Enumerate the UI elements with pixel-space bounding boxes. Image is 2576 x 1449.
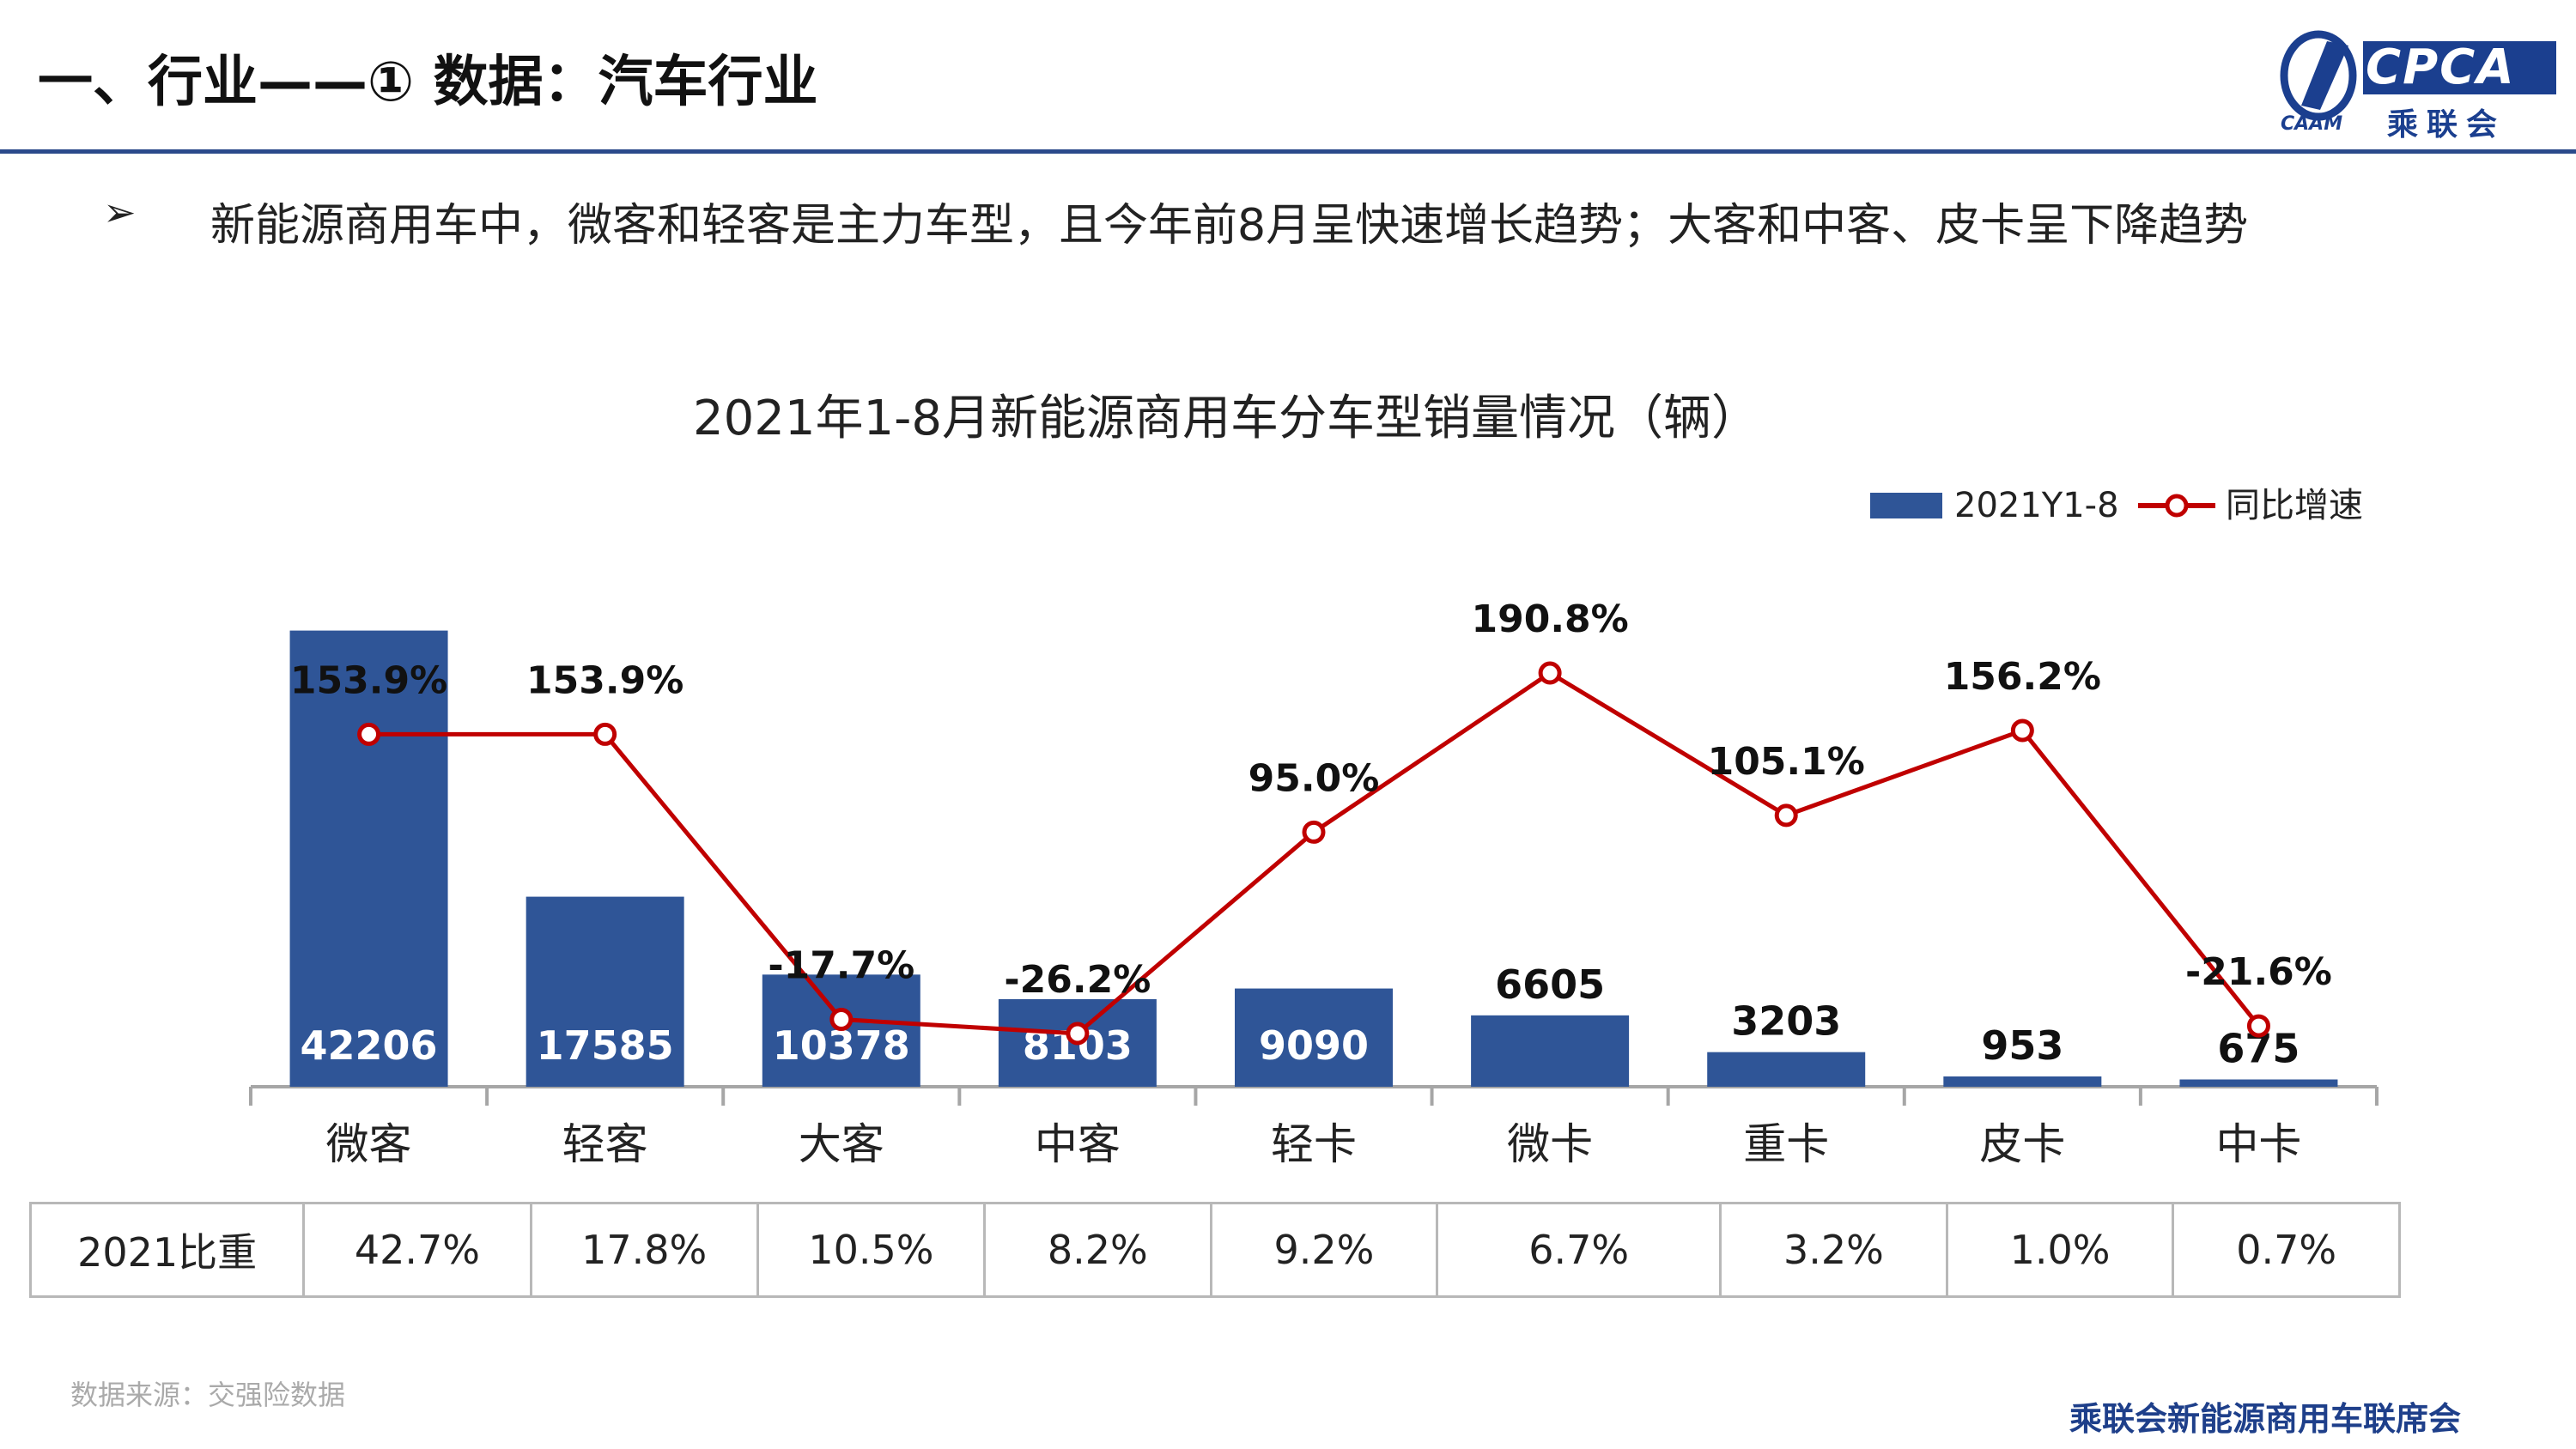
share-cell: 42.7%: [302, 1202, 532, 1298]
share-cell: 1.0%: [1945, 1202, 2175, 1298]
growth-point: [829, 1008, 854, 1032]
bar: [1943, 1076, 2102, 1087]
x-tick-label: 皮卡: [1979, 1119, 2065, 1169]
growth-label: -26.2%: [1004, 958, 1151, 1002]
bar-value-label: 3203: [1731, 998, 1841, 1045]
share-cell: 3.2%: [1719, 1202, 1948, 1298]
sales-chart: 2021年1-8月新能源商用车分车型销量情况（辆） 2021Y1-8 同比增速 422…: [249, 391, 2379, 1169]
logo-subtext: 乘联会: [2387, 107, 2506, 142]
bar: [1707, 1052, 1866, 1087]
bar-value-label: 6605: [1495, 961, 1605, 1008]
logo-small-text: CAAM: [2281, 113, 2343, 135]
slide-title: 一、行业——① 数据：汽车行业: [38, 51, 818, 114]
growth-label: -21.6%: [2185, 950, 2332, 994]
growth-label: -17.7%: [768, 944, 914, 988]
x-tick-label: 重卡: [1743, 1119, 1829, 1169]
growth-label: 190.8%: [1471, 597, 1628, 641]
growth-point: [593, 722, 617, 746]
bar-value-label: 42206: [301, 1022, 438, 1069]
share-table: 2021比重 42.7% 17.8% 10.5% 8.2% 9.2% 6.7% 3.2% 1.…: [28, 1202, 2401, 1298]
share-cell: 0.7%: [2172, 1202, 2401, 1298]
share-cell: 17.8%: [529, 1202, 759, 1298]
cpca-logo: CAAM CPCA 乘联会: [2267, 24, 2559, 144]
bar: [289, 630, 448, 1087]
legend-bar-label: 2021Y1-8: [1954, 486, 2119, 525]
chart-title: 2021年1-8月新能源商用车分车型销量情况（辆）: [693, 391, 1759, 446]
growth-label: 95.0%: [1249, 756, 1380, 800]
share-row-label: 2021比重: [28, 1202, 306, 1298]
growth-point: [1774, 803, 1798, 828]
growth-point: [1302, 820, 1326, 844]
growth-label: 153.9%: [526, 658, 683, 702]
growth-label: 156.2%: [1944, 655, 2101, 699]
x-tick-label: 轻客: [562, 1119, 648, 1169]
bar: [526, 896, 684, 1087]
x-tick-label: 微客: [326, 1119, 412, 1169]
bar: [1471, 1015, 1630, 1087]
growth-point: [2246, 1014, 2270, 1038]
growth-point: [1538, 661, 1562, 685]
share-cell: 9.2%: [1209, 1202, 1439, 1298]
growth-point: [357, 722, 381, 746]
bar-value-label: 17585: [537, 1022, 674, 1069]
logo-text: CPCA: [2366, 39, 2516, 95]
share-cell: 8.2%: [983, 1202, 1212, 1298]
bar: [2179, 1079, 2338, 1087]
x-tick-label: 轻卡: [1271, 1119, 1357, 1169]
x-tick-label: 中卡: [2215, 1119, 2301, 1169]
share-cell: 10.5%: [756, 1202, 987, 1298]
legend-line-marker: [2165, 494, 2189, 518]
share-cell: 6.7%: [1436, 1202, 1722, 1298]
growth-point: [2010, 718, 2034, 743]
legend-bar-swatch: [1870, 493, 1942, 518]
bar-value-label: 9090: [1259, 1022, 1369, 1069]
x-tick-label: 微卡: [1507, 1119, 1593, 1169]
legend-line-label: 同比增速: [2226, 486, 2363, 525]
growth-point: [1066, 1022, 1090, 1046]
x-tick-label: 大客: [799, 1119, 884, 1169]
header-divider: [0, 149, 2576, 154]
bullet-arrow-icon: ➢: [103, 189, 137, 235]
data-source-note: 数据来源：交强险数据: [70, 1379, 346, 1411]
growth-label: 153.9%: [290, 658, 447, 702]
bar-value-label: 953: [1981, 1022, 2063, 1069]
x-tick-label: 中客: [1035, 1119, 1121, 1169]
share-row: 2021比重 42.7% 17.8% 10.5% 8.2% 9.2% 6.7% 3.2% 1.…: [28, 1202, 2401, 1298]
footer-organization: 乘联会新能源商用车联席会: [2069, 1400, 2461, 1438]
growth-label: 105.1%: [1708, 740, 1865, 784]
bar: [1235, 988, 1393, 1087]
bullet-text: 新能源商用车中，微客和轻客是主力车型，且今年前8月呈快速增长趋势；大客和中客、皮…: [210, 200, 2249, 252]
logo-graphic: [2280, 30, 2556, 121]
